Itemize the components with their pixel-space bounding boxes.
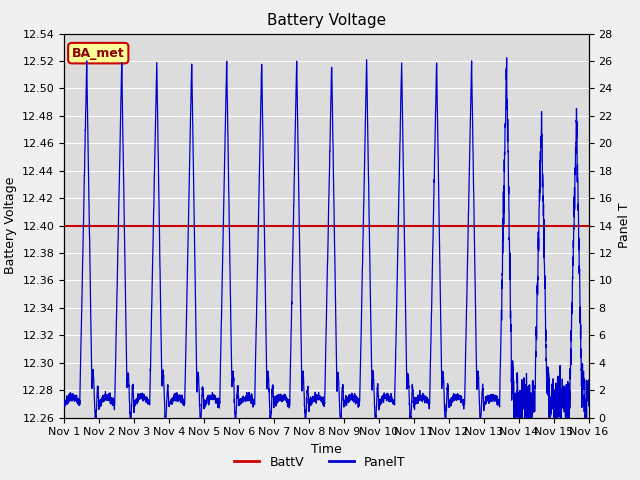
X-axis label: Time: Time: [311, 443, 342, 456]
Y-axis label: Panel T: Panel T: [618, 203, 631, 249]
Legend: BattV, PanelT: BattV, PanelT: [229, 451, 411, 474]
Text: BA_met: BA_met: [72, 47, 125, 60]
Y-axis label: Battery Voltage: Battery Voltage: [4, 177, 17, 274]
Title: Battery Voltage: Battery Voltage: [267, 13, 386, 28]
